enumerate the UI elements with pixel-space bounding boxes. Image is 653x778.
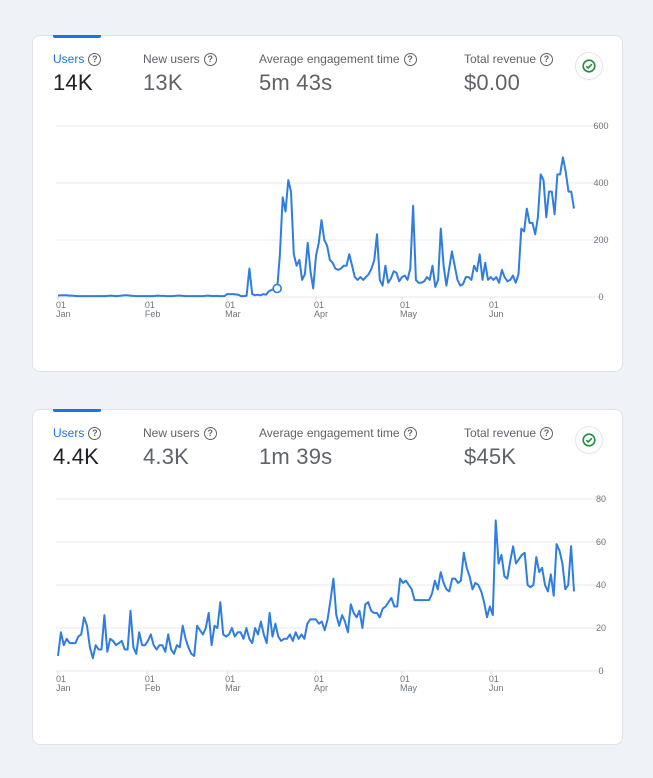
metric-label: Total revenue: [464, 426, 537, 440]
x-tick-month: Mar: [225, 683, 241, 693]
metric-tab-total-revenue[interactable]: Total revenue? $45K: [464, 426, 554, 470]
series-line-users: [57, 156, 575, 298]
y-tick-label: 80: [596, 494, 606, 504]
check-circle-icon: [582, 433, 596, 447]
active-tab-indicator: [53, 35, 101, 38]
metric-label: Total revenue: [464, 52, 537, 66]
status-check-button[interactable]: [576, 53, 602, 79]
y-tick-label: 40: [596, 580, 606, 590]
metric-value: $45K: [464, 444, 517, 469]
x-tick-month: Apr: [314, 309, 328, 319]
series-line-users: [57, 519, 575, 660]
users-overview-card-1: Users? 14K New users? 13K Average engage…: [32, 35, 623, 372]
x-tick-day: 01: [225, 300, 235, 310]
x-tick-month: Mar: [225, 309, 241, 319]
users-overview-card-2: Users? 4.4K New users? 4.3K Average enga…: [32, 409, 623, 745]
x-tick-month: Jan: [56, 309, 71, 319]
x-tick-month: May: [400, 309, 418, 319]
metric-tab-new-users[interactable]: New users? 4.3K: [143, 426, 217, 470]
help-icon[interactable]: ?: [540, 426, 554, 440]
y-tick-label: 0: [598, 292, 603, 302]
hover-point-marker: [272, 283, 282, 294]
metric-label: Users: [53, 52, 85, 66]
x-tick-day: 01: [56, 300, 66, 310]
help-icon[interactable]: ?: [88, 52, 102, 66]
metric-tab-new-users[interactable]: New users? 13K: [143, 52, 217, 96]
y-tick-label: 400: [593, 178, 608, 188]
metric-tab-avg-engagement-time[interactable]: Average engagement time? 5m 43s: [259, 52, 417, 96]
metric-value: 5m 43s: [259, 70, 333, 95]
help-icon[interactable]: ?: [403, 52, 417, 66]
check-circle-icon: [582, 59, 596, 73]
metric-tab-avg-engagement-time[interactable]: Average engagement time? 1m 39s: [259, 426, 417, 470]
y-tick-label: 0: [598, 666, 603, 676]
metric-value: 1m 39s: [259, 444, 333, 469]
y-tick-label: 60: [596, 537, 606, 547]
x-tick-month: Feb: [145, 683, 161, 693]
metric-label: New users: [143, 426, 200, 440]
metric-tab-total-revenue[interactable]: Total revenue? $0.00: [464, 52, 554, 96]
metric-label: Average engagement time: [259, 52, 400, 66]
y-tick-label: 200: [593, 235, 608, 245]
x-tick-day: 01: [145, 300, 155, 310]
x-tick-month: Feb: [145, 309, 161, 319]
x-tick-day: 01: [489, 674, 499, 684]
metric-tab-users[interactable]: Users? 14K: [53, 52, 102, 96]
x-tick-day: 01: [314, 300, 324, 310]
x-tick-month: Jun: [489, 683, 504, 693]
help-icon[interactable]: ?: [403, 426, 417, 440]
x-tick-day: 01: [314, 674, 324, 684]
metric-value: 4.3K: [143, 444, 190, 469]
metric-label: New users: [143, 52, 200, 66]
x-tick-month: Apr: [314, 683, 328, 693]
help-icon[interactable]: ?: [203, 426, 217, 440]
x-tick-day: 01: [225, 674, 235, 684]
help-icon[interactable]: ?: [88, 426, 102, 440]
x-tick-day: 01: [489, 300, 499, 310]
x-tick-month: Jan: [56, 683, 71, 693]
x-tick-day: 01: [145, 674, 155, 684]
metric-value: $0.00: [464, 70, 521, 95]
x-tick-day: 01: [400, 674, 410, 684]
y-tick-label: 600: [593, 121, 608, 131]
metric-value: 14K: [53, 70, 93, 95]
help-icon[interactable]: ?: [540, 52, 554, 66]
metric-tab-users[interactable]: Users? 4.4K: [53, 426, 102, 470]
metric-value: 13K: [143, 70, 183, 95]
active-tab-indicator: [53, 409, 101, 412]
x-tick-day: 01: [400, 300, 410, 310]
metric-label: Users: [53, 426, 85, 440]
status-check-button[interactable]: [576, 427, 602, 453]
metric-value: 4.4K: [53, 444, 100, 469]
metric-label: Average engagement time: [259, 426, 400, 440]
x-tick-month: Jun: [489, 309, 504, 319]
x-tick-month: May: [400, 683, 418, 693]
help-icon[interactable]: ?: [203, 52, 217, 66]
y-tick-label: 20: [596, 623, 606, 633]
x-tick-day: 01: [56, 674, 66, 684]
